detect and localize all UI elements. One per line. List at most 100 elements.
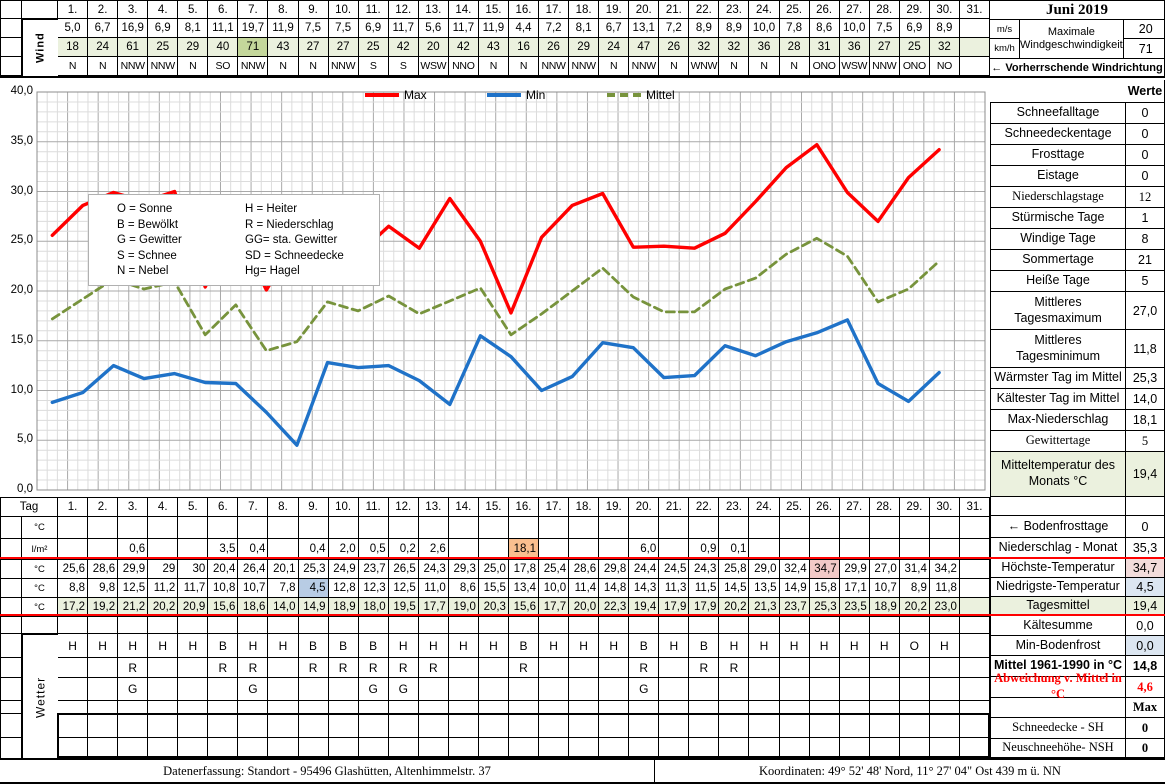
weather-cell[interactable]: [88, 658, 119, 678]
empty-cell[interactable]: [899, 701, 930, 714]
tmin-cell[interactable]: 11,5: [689, 579, 720, 598]
empty-cell[interactable]: [629, 701, 660, 714]
tag-day-cell[interactable]: 30.: [929, 498, 960, 517]
weather-cell[interactable]: [809, 678, 840, 701]
weather-cell[interactable]: [569, 658, 600, 678]
tmin-cell[interactable]: 13,4: [508, 579, 540, 598]
day-header-cell[interactable]: 5.: [178, 1, 209, 19]
weather-cell[interactable]: [779, 678, 810, 701]
tag-day-cell[interactable]: 26.: [809, 498, 840, 517]
precip-cell[interactable]: 0,4: [298, 539, 329, 560]
tag-day-cell[interactable]: 11.: [358, 498, 389, 517]
wind-kmh-cell[interactable]: 20: [418, 38, 449, 57]
ms-unit-label[interactable]: m/s: [990, 20, 1020, 39]
empty-cell[interactable]: [328, 701, 359, 714]
wind-dir-cell[interactable]: WNW: [689, 57, 720, 76]
wind-kmh-cell[interactable]: 43: [268, 38, 299, 57]
day-header-cell[interactable]: 14.: [448, 1, 479, 19]
tmin-cell[interactable]: 11,2: [148, 579, 179, 598]
tmax-cell[interactable]: 23,7: [358, 560, 389, 579]
wind-ms-cell[interactable]: 4,4: [508, 19, 540, 38]
weather-cell[interactable]: B: [508, 634, 540, 658]
empty-cell[interactable]: [358, 517, 389, 539]
row-unit-label[interactable]: °C: [22, 598, 58, 617]
weather-cell[interactable]: [148, 658, 179, 678]
empty-cell[interactable]: [869, 517, 900, 539]
weather-cell[interactable]: [869, 658, 900, 678]
wind-dir-cell[interactable]: NO: [929, 57, 960, 76]
precip-cell[interactable]: [959, 539, 990, 560]
stat-value[interactable]: 0: [1141, 106, 1149, 120]
weather-cell[interactable]: B: [358, 634, 389, 658]
tag-day-cell[interactable]: 19.: [599, 498, 630, 517]
weather-cell[interactable]: [448, 678, 479, 701]
tag-day-cell[interactable]: 10.: [328, 498, 359, 517]
weather-cell[interactable]: [478, 658, 509, 678]
wind-kmh-cell[interactable]: 27: [328, 38, 359, 57]
wind-kmh-cell[interactable]: 27: [869, 38, 900, 57]
wind-kmh-cell[interactable]: 32: [929, 38, 960, 57]
empty-cell[interactable]: [839, 517, 870, 539]
empty-cell[interactable]: [238, 701, 269, 714]
empty-cell[interactable]: [839, 738, 870, 759]
wind-ms-cell[interactable]: 11,1: [208, 19, 239, 38]
precip-cell[interactable]: [88, 539, 119, 560]
tavg-cell[interactable]: 15,6: [508, 598, 540, 617]
empty-cell[interactable]: [539, 701, 570, 714]
weather-cell[interactable]: [749, 678, 780, 701]
empty-cell[interactable]: [478, 617, 509, 634]
stat-label[interactable]: Kältester Tag im Mittel: [990, 389, 1126, 409]
weather-cell[interactable]: H: [58, 634, 89, 658]
empty-cell[interactable]: [629, 738, 660, 759]
empty-cell[interactable]: [749, 617, 780, 634]
empty-cell[interactable]: [208, 517, 239, 539]
empty-cell[interactable]: [929, 517, 960, 539]
empty-cell[interactable]: [719, 617, 750, 634]
weather-cell[interactable]: [839, 678, 870, 701]
wind-kmh-cell[interactable]: 25: [358, 38, 389, 57]
tmax-cell[interactable]: 24,3: [689, 560, 720, 579]
weather-cell[interactable]: [659, 678, 690, 701]
tag-day-cell[interactable]: 6.: [208, 498, 239, 517]
weather-cell[interactable]: [508, 678, 540, 701]
empty-cell[interactable]: [959, 714, 990, 738]
tag-day-cell[interactable]: 22.: [689, 498, 720, 517]
empty-cell[interactable]: [298, 617, 329, 634]
tmin-cell[interactable]: 11,3: [659, 579, 690, 598]
empty-cell[interactable]: [959, 617, 990, 634]
tavg-cell[interactable]: 20,2: [148, 598, 179, 617]
wind-ms-cell[interactable]: 11,7: [388, 19, 419, 38]
empty-cell[interactable]: [388, 738, 419, 759]
tmax-cell[interactable]: 25,0: [478, 560, 509, 579]
weather-cell[interactable]: H: [448, 634, 479, 658]
tavg-cell[interactable]: 14,0: [268, 598, 299, 617]
empty-cell[interactable]: [629, 517, 660, 539]
tavg-cell[interactable]: 22,3: [599, 598, 630, 617]
weather-cell[interactable]: [268, 658, 299, 678]
empty-cell[interactable]: [178, 701, 209, 714]
stat-label[interactable]: Schneedeckentage: [990, 124, 1126, 144]
stat-value[interactable]: 0: [1141, 740, 1149, 755]
day-header-cell[interactable]: 29.: [899, 1, 930, 19]
empty-cell[interactable]: [418, 701, 449, 714]
empty-cell[interactable]: [88, 738, 119, 759]
empty-cell[interactable]: [478, 517, 509, 539]
empty-cell[interactable]: [58, 517, 89, 539]
wind-ms-cell[interactable]: 6,9: [148, 19, 179, 38]
tag-day-cell[interactable]: 5.: [178, 498, 209, 517]
margin-cell[interactable]: [1, 658, 22, 678]
weather-cell[interactable]: [959, 678, 990, 701]
stat-label[interactable]: Niedrigste-Temperatur: [990, 578, 1126, 596]
row-unit-label[interactable]: °C: [22, 517, 58, 539]
empty-cell[interactable]: [719, 714, 750, 738]
empty-cell[interactable]: [959, 517, 990, 539]
max-wind-label[interactable]: Maximale Windgeschwindigkeit: [1020, 20, 1124, 58]
precip-cell[interactable]: 0,5: [358, 539, 389, 560]
tmax-cell[interactable]: 28,6: [88, 560, 119, 579]
empty-cell[interactable]: [959, 701, 990, 714]
wind-ms-cell[interactable]: 7,5: [869, 19, 900, 38]
empty-cell[interactable]: [689, 617, 720, 634]
day-header-cell[interactable]: 19.: [599, 1, 630, 19]
tavg-cell[interactable]: 17,7: [539, 598, 570, 617]
stat-label[interactable]: Heiße Tage: [990, 271, 1126, 291]
